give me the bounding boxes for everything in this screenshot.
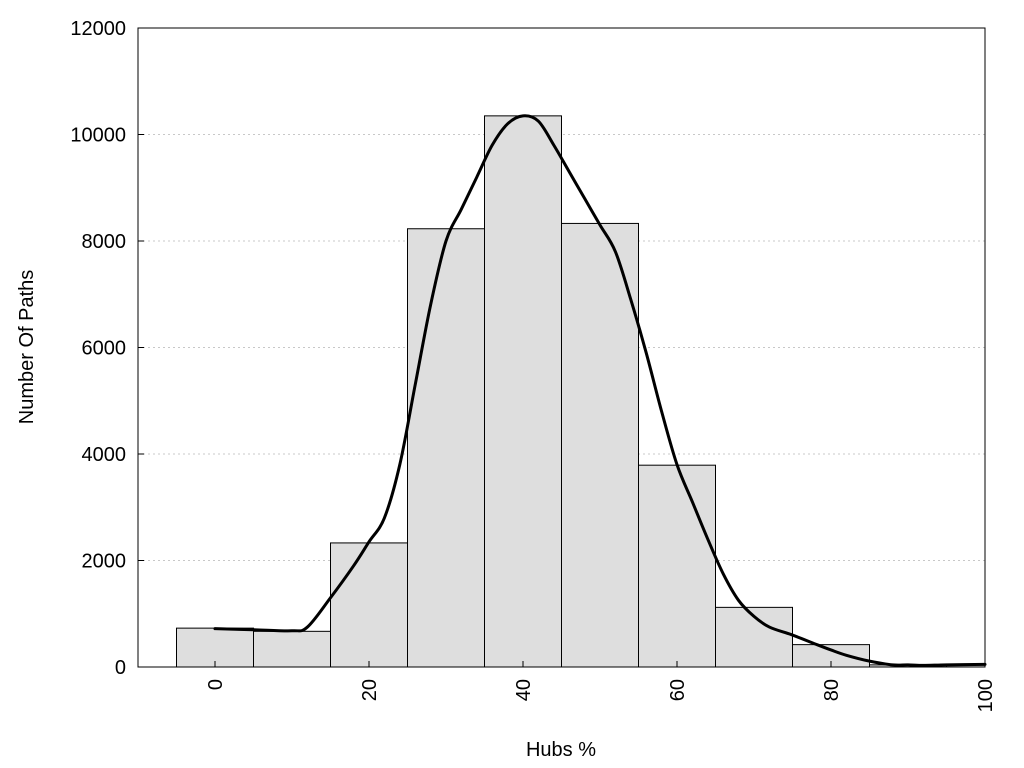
- y-tick-label: 0: [115, 657, 126, 679]
- x-tick-label: 60: [667, 679, 689, 701]
- x-tick-label: 0: [205, 679, 227, 690]
- y-tick-label: 10000: [70, 125, 126, 147]
- x-axis-title: Hubs %: [526, 739, 596, 761]
- histogram-bar: [176, 627, 254, 668]
- y-tick-label: 6000: [82, 338, 127, 360]
- y-tick-label: 4000: [82, 444, 127, 466]
- y-tick-label: 8000: [82, 231, 127, 253]
- grid-lines: [138, 134, 985, 561]
- histogram-bar: [484, 115, 562, 668]
- x-axis-ticks: 0 20 40 60 80 100: [205, 661, 997, 712]
- histogram-bar: [330, 542, 408, 668]
- y-tick-label: 12000: [70, 18, 126, 40]
- density-curve: [213, 114, 987, 667]
- x-tick-label: 80: [821, 679, 843, 701]
- y-tick-label: 2000: [82, 551, 127, 573]
- x-tick-label: 20: [359, 679, 381, 701]
- x-tick-label: 40: [513, 679, 535, 701]
- y-axis-ticks: 0 2000 4000 6000 8000 10000 12000: [70, 18, 144, 679]
- histogram-bar: [638, 464, 716, 668]
- x-tick-label: 100: [975, 679, 997, 712]
- histogram-bar: [407, 228, 485, 668]
- histogram-bars: [176, 115, 986, 668]
- density-curve-layer: [213, 114, 987, 667]
- histogram-bar: [253, 630, 331, 668]
- histogram-bar: [561, 222, 639, 668]
- y-axis-title: Number Of Paths: [16, 270, 38, 425]
